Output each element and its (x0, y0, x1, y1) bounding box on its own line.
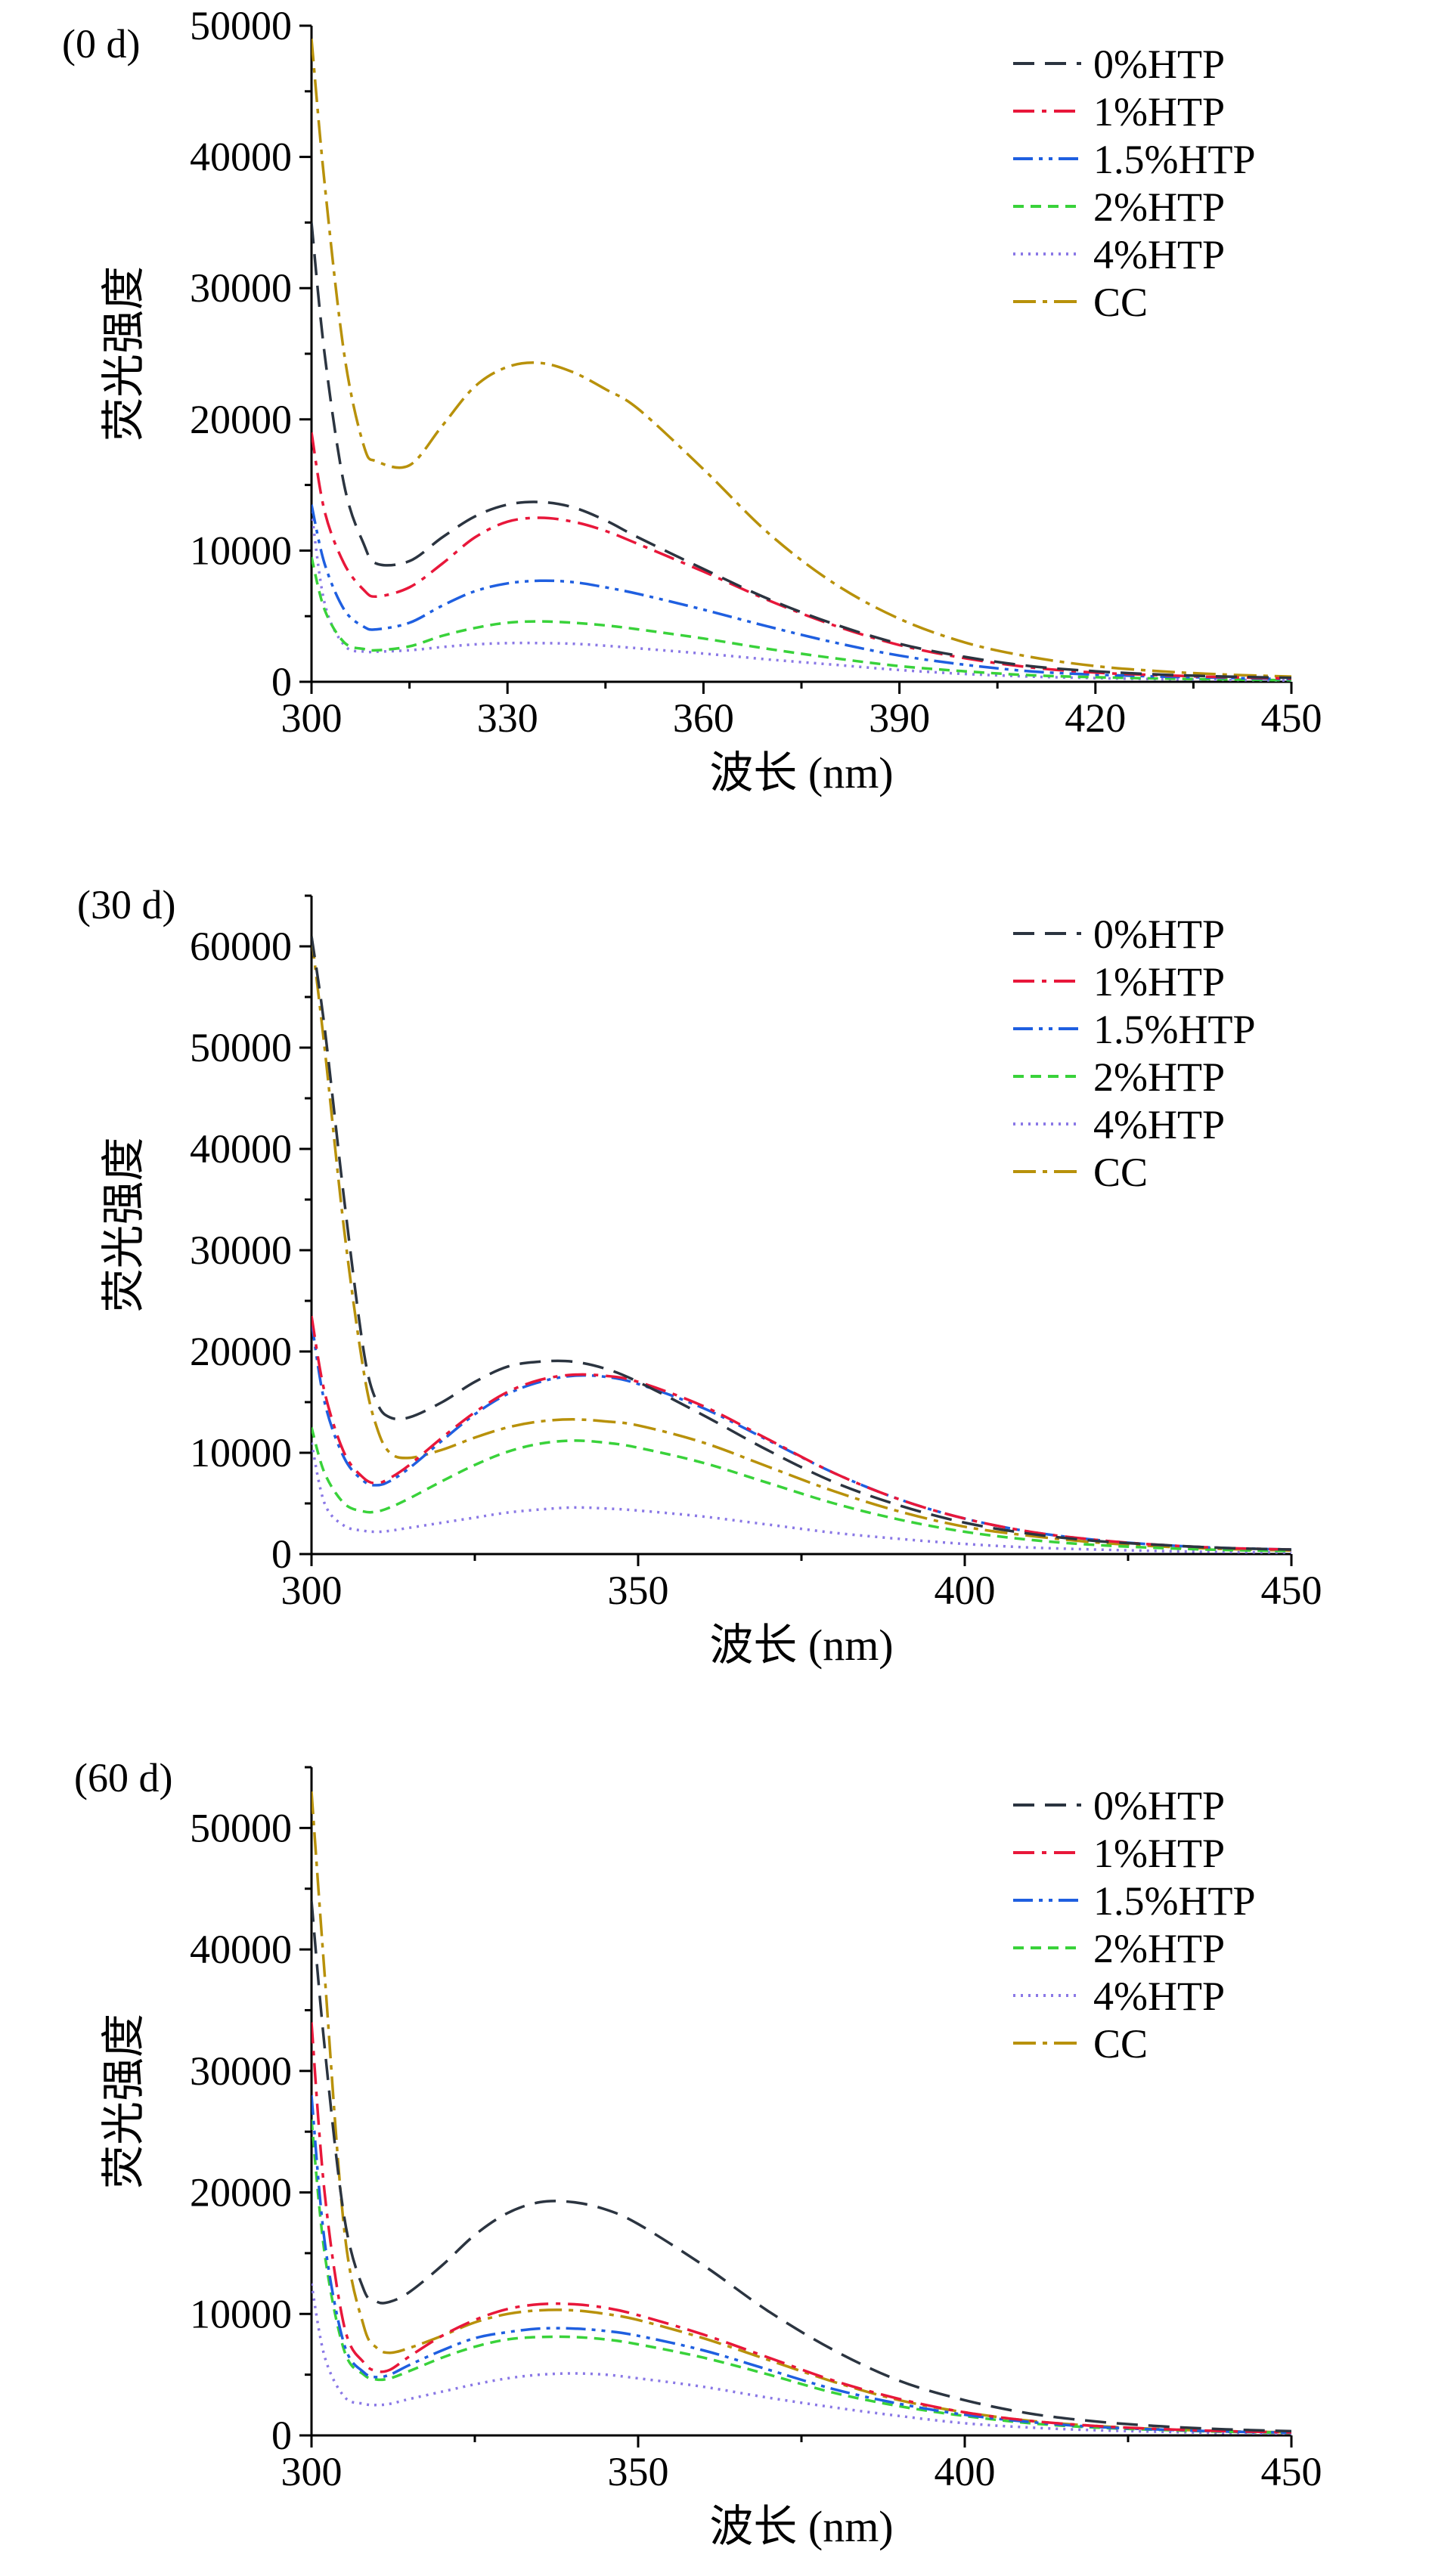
panel-2-series-cc (312, 936, 1291, 1553)
panel-1: 300 330 360 390 420 450 0 10000 20000 30000 40000 5… (62, 3, 1322, 797)
panel-1-y-tick-label: 40000 (190, 135, 292, 180)
panel-2-x-axis-label: 波长 (nm) (709, 1621, 893, 1670)
panel-1-x-tick-label: 450 (1261, 695, 1322, 741)
panel-2-y-tick-label: 60000 (190, 924, 292, 969)
panel-1-y-tick-label: 20000 (190, 397, 292, 442)
panel-2-y-tick-label: 40000 (190, 1126, 292, 1172)
panel-3-legend-label-2pcthtp: 2%HTP (1093, 1926, 1225, 1971)
panel-3-x-tick-label: 450 (1261, 2449, 1322, 2494)
panel-3-legend-label-0pcthtp: 0%HTP (1093, 1783, 1225, 1828)
panel-3-x-axis-label: 波长 (nm) (709, 2502, 893, 2551)
panel-2-legend-label-2pcthtp: 2%HTP (1093, 1054, 1225, 1100)
panel-3-legend-label-1pcthtp: 1%HTP (1093, 1831, 1225, 1876)
panel-2-y-tick-label: 0 (271, 1531, 292, 1577)
panel-1-x-tick-label: 420 (1065, 695, 1126, 741)
panel-1-series-cc (312, 39, 1291, 678)
panel-1-y-tick-label: 0 (271, 659, 292, 704)
panel-1-y-tick-label: 10000 (190, 528, 292, 573)
panel-2-y-tick-label: 50000 (190, 1025, 292, 1070)
panel-2-legend-label-1-5pcthtp: 1.5%HTP (1093, 1007, 1256, 1052)
panel-1-series-1-5pcthtp (312, 504, 1291, 681)
panel-3-x-tick-label: 350 (608, 2449, 669, 2494)
panel-1-label: (0 d) (62, 21, 140, 67)
panel-3-legend-label-4pcthtp: 4%HTP (1093, 1974, 1225, 2019)
panel-2-y-axis-label: 荧光强度 (99, 1137, 148, 1312)
panel-3-series-1pcthtp (312, 2022, 1291, 2434)
panel-3-legend-label-cc: CC (1093, 2021, 1148, 2067)
panel-1-y-tick-label: 50000 (190, 3, 292, 48)
panel-1-legend-label-1-5pcthtp: 1.5%HTP (1093, 137, 1256, 182)
panel-2-series-4pcthtp (312, 1442, 1291, 1554)
panel-2-legend-label-0pcthtp: 0%HTP (1093, 912, 1225, 957)
panel-1-legend-label-1pcthtp: 1%HTP (1093, 89, 1225, 135)
panel-3-y-tick-label: 10000 (190, 2291, 292, 2336)
panel-2-y-tick-label: 10000 (190, 1430, 292, 1475)
panel-1-legend-label-cc: CC (1093, 280, 1148, 325)
panel-2-x-tick-label: 350 (608, 1568, 669, 1613)
panel-1-legend-label-0pcthtp: 0%HTP (1093, 42, 1225, 87)
panel-2-y-tick-label: 30000 (190, 1228, 292, 1273)
panel-1-series-2pcthtp (312, 556, 1291, 682)
panel-3-series-2pcthtp (312, 2119, 1291, 2435)
panel-3-series-cc (312, 1791, 1291, 2434)
panel-1-legend-label-4pcthtp: 4%HTP (1093, 232, 1225, 277)
panel-2-x-tick-label: 450 (1261, 1568, 1322, 1613)
panel-3-y-tick-label: 0 (271, 2413, 292, 2458)
panel-3-x-tick-label: 400 (935, 2449, 996, 2494)
panel-3-label: (60 d) (74, 1755, 172, 1800)
panel-3-y-tick-label: 20000 (190, 2170, 292, 2215)
panel-2: 300 350 400 450 0 10000 20000 30000 40000 50000 60… (77, 882, 1322, 1670)
panel-3-y-tick-label: 40000 (190, 1927, 292, 1972)
panel-2-x-tick-label: 400 (935, 1568, 996, 1613)
panel-2-legend-label-1pcthtp: 1%HTP (1093, 959, 1225, 1005)
panel-3: 300 350 400 450 0 10000 20000 30000 40000 50000 波长… (74, 1755, 1322, 2551)
panel-3-series-0pcthtp (312, 1900, 1291, 2433)
panel-2-series-2pcthtp (312, 1427, 1291, 1553)
panel-1-y-axis-label: 荧光强度 (99, 266, 148, 441)
panel-3-y-axis-label: 荧光强度 (99, 2014, 148, 2189)
panel-2-y-tick-label: 20000 (190, 1329, 292, 1374)
panel-1-series-4pcthtp (312, 511, 1291, 682)
panel-2-series-0pcthtp (312, 936, 1291, 1551)
panel-3-y-tick-label: 50000 (190, 1805, 292, 1850)
panel-1-x-tick-label: 360 (673, 695, 734, 741)
panel-1-x-tick-label: 330 (477, 695, 538, 741)
panel-1-legend-label-2pcthtp: 2%HTP (1093, 184, 1225, 230)
panel-1-x-tick-label: 300 (281, 695, 343, 741)
panel-2-x-tick-label: 300 (281, 1568, 343, 1613)
panel-2-series-1pcthtp (312, 1315, 1291, 1551)
panel-2-legend-label-4pcthtp: 4%HTP (1093, 1102, 1225, 1147)
panel-2-series-1-5pcthtp (312, 1321, 1291, 1551)
panel-1-x-tick-label: 390 (869, 695, 930, 741)
panel-3-series-4pcthtp (312, 2283, 1291, 2435)
panel-2-legend-label-cc: CC (1093, 1150, 1148, 1195)
panel-1-x-axis-label: 波长 (nm) (709, 748, 893, 797)
panel-3-y-tick-label: 30000 (190, 2048, 292, 2094)
panel-1-series-1pcthtp (312, 432, 1291, 680)
panel-2-label: (30 d) (77, 882, 175, 927)
panel-1-series-0pcthtp (312, 222, 1291, 680)
panel-3-series-1-5pcthtp (312, 2095, 1291, 2435)
panel-3-x-tick-label: 300 (281, 2449, 343, 2494)
panel-3-legend-label-1-5pcthtp: 1.5%HTP (1093, 1878, 1256, 1924)
panel-1-y-tick-label: 30000 (190, 265, 292, 311)
